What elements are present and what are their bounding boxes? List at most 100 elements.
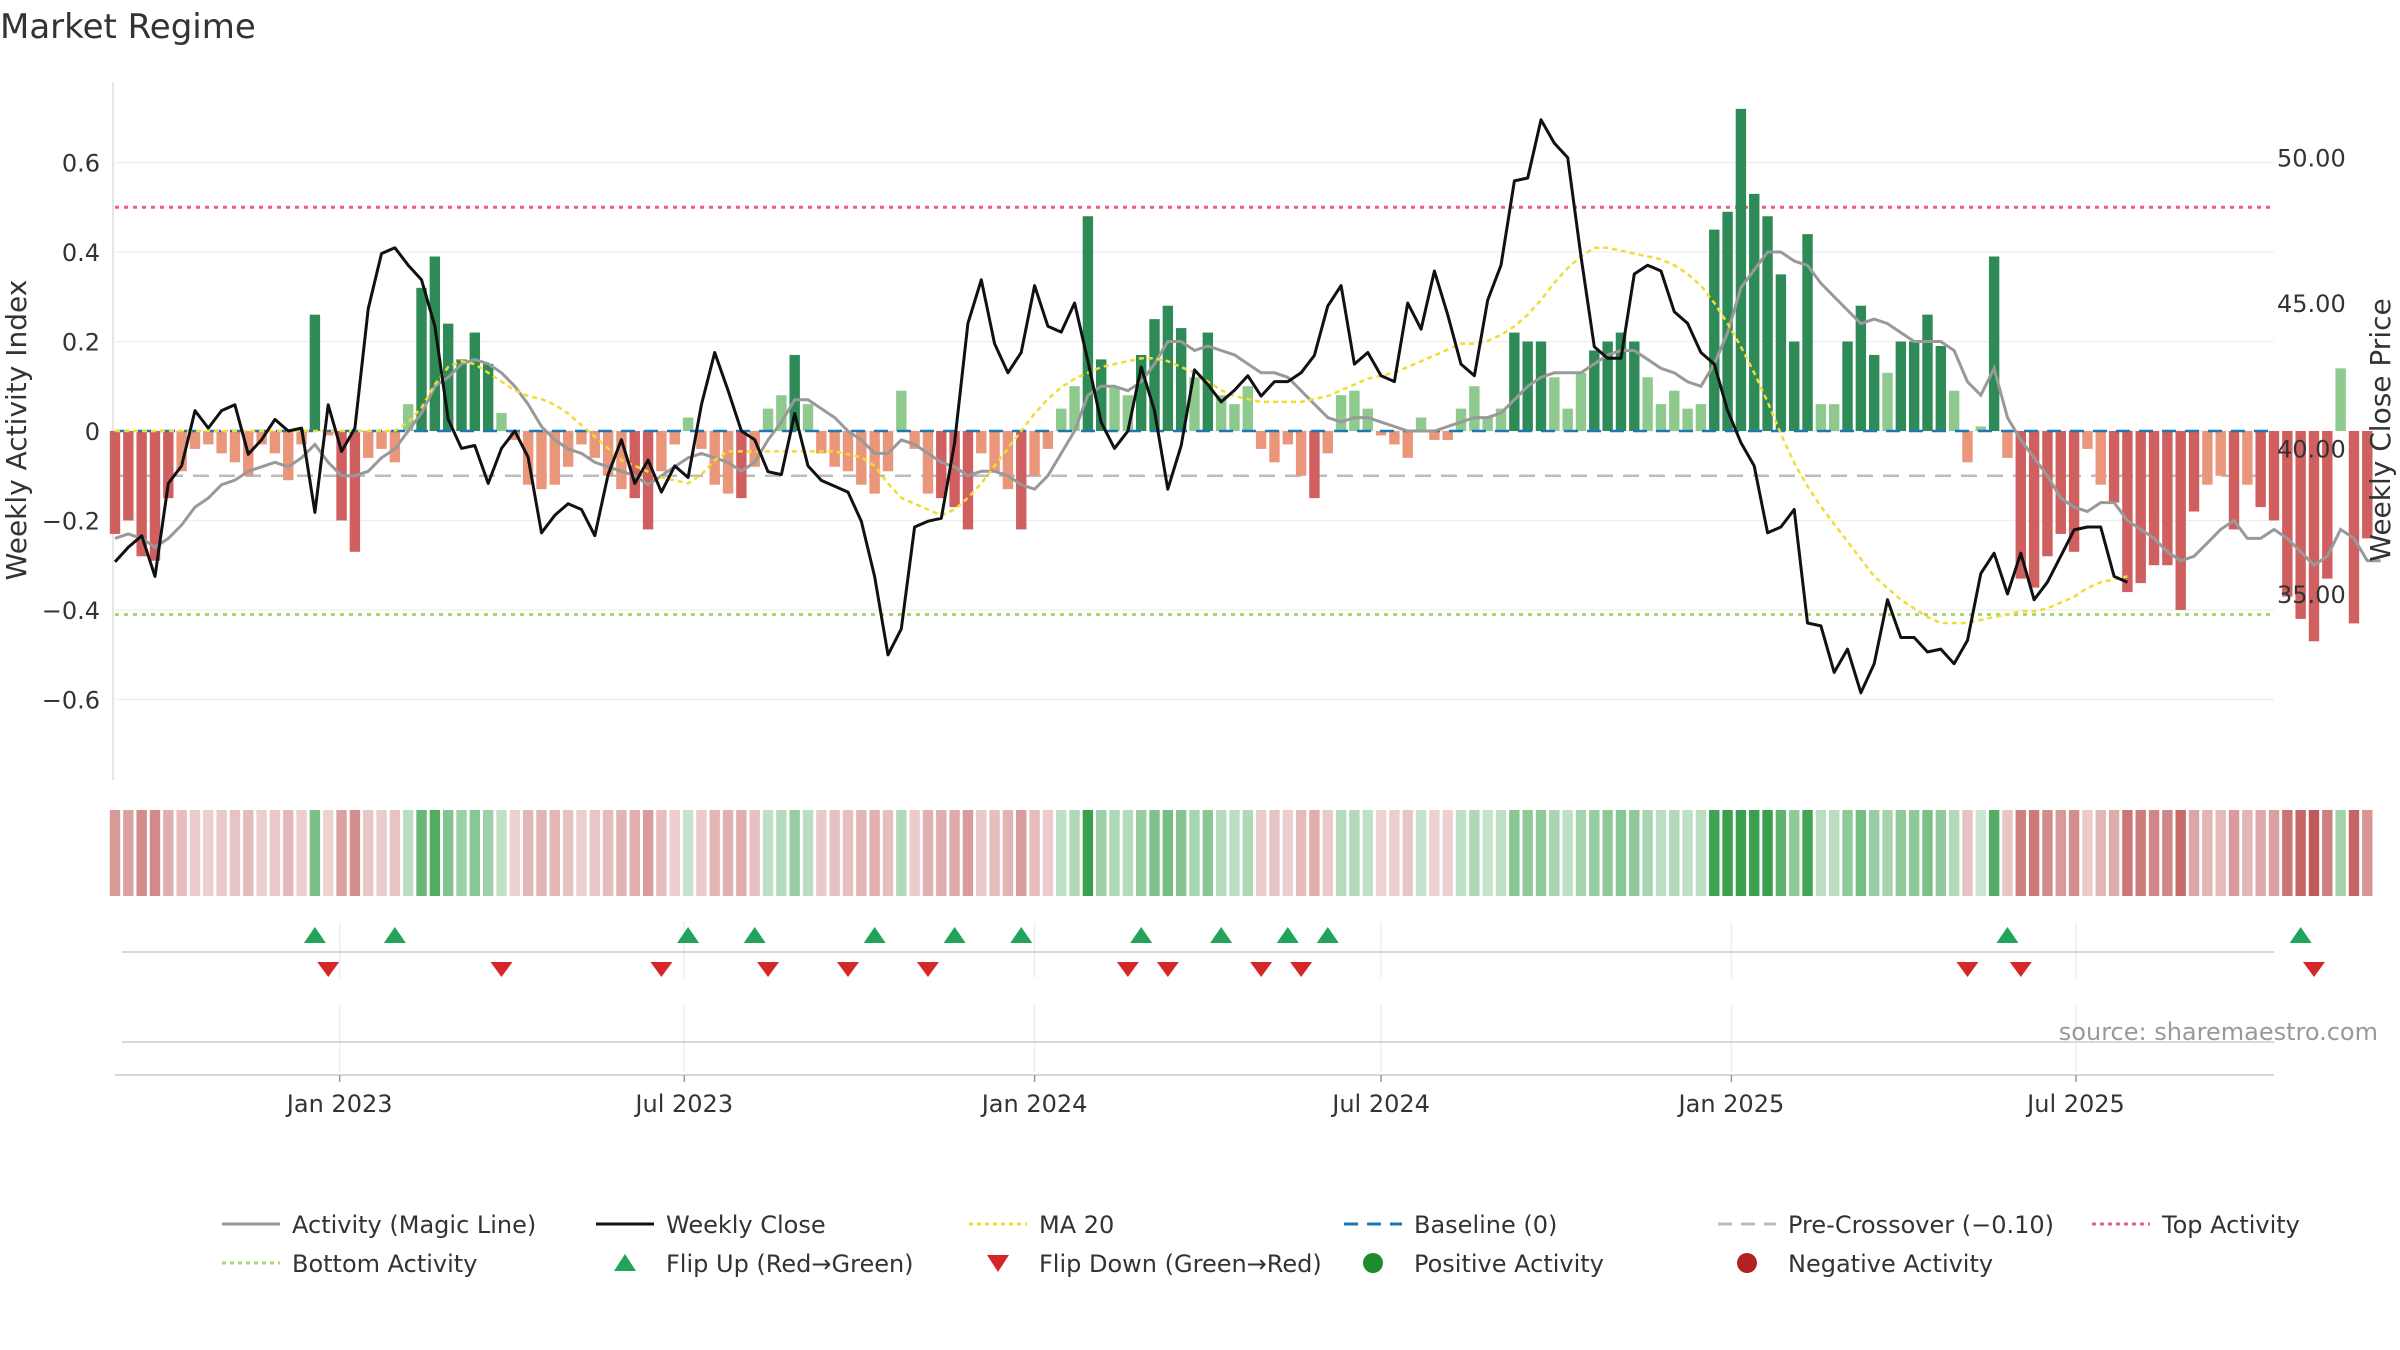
regime-strip-cell <box>1988 810 2000 896</box>
activity-bar <box>1935 345 1947 431</box>
legend-label: Weekly Close <box>666 1211 826 1239</box>
activity-bar <box>2188 431 2200 512</box>
activity-bar <box>1189 377 1200 431</box>
regime-strip-cell <box>2042 810 2053 896</box>
activity-bar <box>1535 341 1547 431</box>
activity-bar <box>1509 332 1520 431</box>
activity-bar <box>1122 395 1134 431</box>
regime-strip-cell <box>1189 810 1200 896</box>
activity-bar <box>936 431 947 499</box>
activity-bar <box>2162 431 2173 566</box>
activity-bar <box>1469 386 1480 431</box>
activity-bar <box>2042 431 2053 557</box>
regime-strip-cell <box>2255 810 2266 896</box>
legend-swatch <box>1737 1253 1757 1273</box>
regime-strip-cell <box>1442 810 1453 896</box>
page-title: Market Regime <box>0 7 256 47</box>
legend-item: Positive Activity <box>1363 1250 1604 1278</box>
activity-bar <box>1242 386 1254 431</box>
y-axis-label-right: Weekly Close Price <box>2364 298 2397 561</box>
activity-bar <box>296 431 307 445</box>
activity-bar <box>509 431 521 440</box>
y-tick-label-right: 50.00 <box>2277 145 2346 173</box>
y-tick-label-right: 45.00 <box>2277 290 2346 318</box>
regime-strip-cell <box>416 810 427 896</box>
regime-strip-cell <box>2095 810 2106 896</box>
flip-up-marker <box>2289 927 2312 943</box>
regime-strip-cell <box>976 810 987 896</box>
activity-bar <box>1962 431 1973 463</box>
legend-item: Baseline (0) <box>1344 1211 1557 1239</box>
regime-strip-cell <box>2362 810 2373 896</box>
legend-label: Flip Down (Green→Red) <box>1039 1250 1322 1278</box>
regime-strip-cell <box>136 810 147 896</box>
activity-bar <box>496 413 507 431</box>
flip-down-marker <box>317 962 340 977</box>
regime-strip-cell <box>1802 810 1813 896</box>
regime-strip-cell <box>1042 810 1054 896</box>
regime-strip-cell <box>1642 810 1653 896</box>
activity-bar <box>1349 390 1360 431</box>
activity-bar <box>109 431 121 534</box>
activity-bar <box>203 431 214 445</box>
regime-strip-cell <box>429 810 441 896</box>
regime-strip-cell <box>469 810 481 896</box>
activity-bar <box>762 408 774 431</box>
activity-bar <box>1642 377 1653 431</box>
regime-strip-cell <box>2242 810 2253 896</box>
regime-strip-cell <box>1855 810 1867 896</box>
regime-strip-cell <box>1655 810 1667 896</box>
activity-bar <box>1069 386 1080 431</box>
activity-bar <box>2308 431 2320 642</box>
regime-strip-cell <box>776 810 787 896</box>
regime-strip-cell <box>1429 810 1440 896</box>
activity-bar <box>749 431 760 467</box>
regime-strip-cell <box>669 810 680 896</box>
right-y-ticks: 35.00 40.00 45.00 50.00 <box>2277 145 2346 609</box>
regime-strip-cell <box>629 810 640 896</box>
regime-strip-cell <box>682 810 694 896</box>
flip-up-marker <box>1130 927 1153 943</box>
activity-bar <box>2148 431 2160 566</box>
activity-bar <box>802 404 814 431</box>
regime-strip-cell <box>269 810 281 896</box>
regime-strip-cell <box>1575 810 1587 896</box>
activity-bar <box>2215 431 2226 476</box>
regime-strip-cell <box>2122 810 2133 896</box>
regime-strip-cell <box>816 810 827 896</box>
regime-strip-cell <box>1935 810 1947 896</box>
regime-strip-cell <box>1322 810 1333 896</box>
activity-bar <box>1562 408 1573 431</box>
activity-bar <box>1042 431 1054 449</box>
regime-strip-cell <box>602 810 614 896</box>
regime-strip-cell <box>1242 810 1254 896</box>
activity-bar <box>416 287 427 431</box>
regime-strip-cell <box>869 810 880 896</box>
regime-strip-cell <box>589 810 600 896</box>
activity-bar <box>1482 417 1493 431</box>
regime-strip-cell <box>1615 810 1627 896</box>
activity-bar <box>1175 328 1187 431</box>
regime-strip-cell <box>1056 810 1067 896</box>
activity-bar <box>1282 431 1293 445</box>
regime-strip-cell <box>736 810 747 896</box>
y-tick-label: −0.6 <box>42 686 100 714</box>
regime-strip-cell <box>696 810 707 896</box>
activity-bar <box>1295 431 1307 476</box>
activity-bar <box>1215 395 1227 431</box>
regime-strip-cell <box>1149 810 1160 896</box>
regime-strip-cell <box>1202 810 1214 896</box>
activity-bar <box>1096 359 1107 431</box>
regime-strip-cell <box>2175 810 2186 896</box>
regime-strip-cell <box>1908 810 1920 896</box>
regime-strip-cell <box>402 810 414 896</box>
regime-strip-cell <box>829 810 840 896</box>
regime-strip-cell <box>1895 810 1907 896</box>
regime-strip-cell <box>536 810 547 896</box>
regime-strip-cell <box>1602 810 1613 896</box>
activity-bar <box>402 404 414 431</box>
activity-bar <box>1922 314 1933 431</box>
legend-item: Flip Up (Red→Green) <box>614 1250 914 1278</box>
activity-bar <box>816 431 827 454</box>
regime-strip-cell <box>216 810 227 896</box>
